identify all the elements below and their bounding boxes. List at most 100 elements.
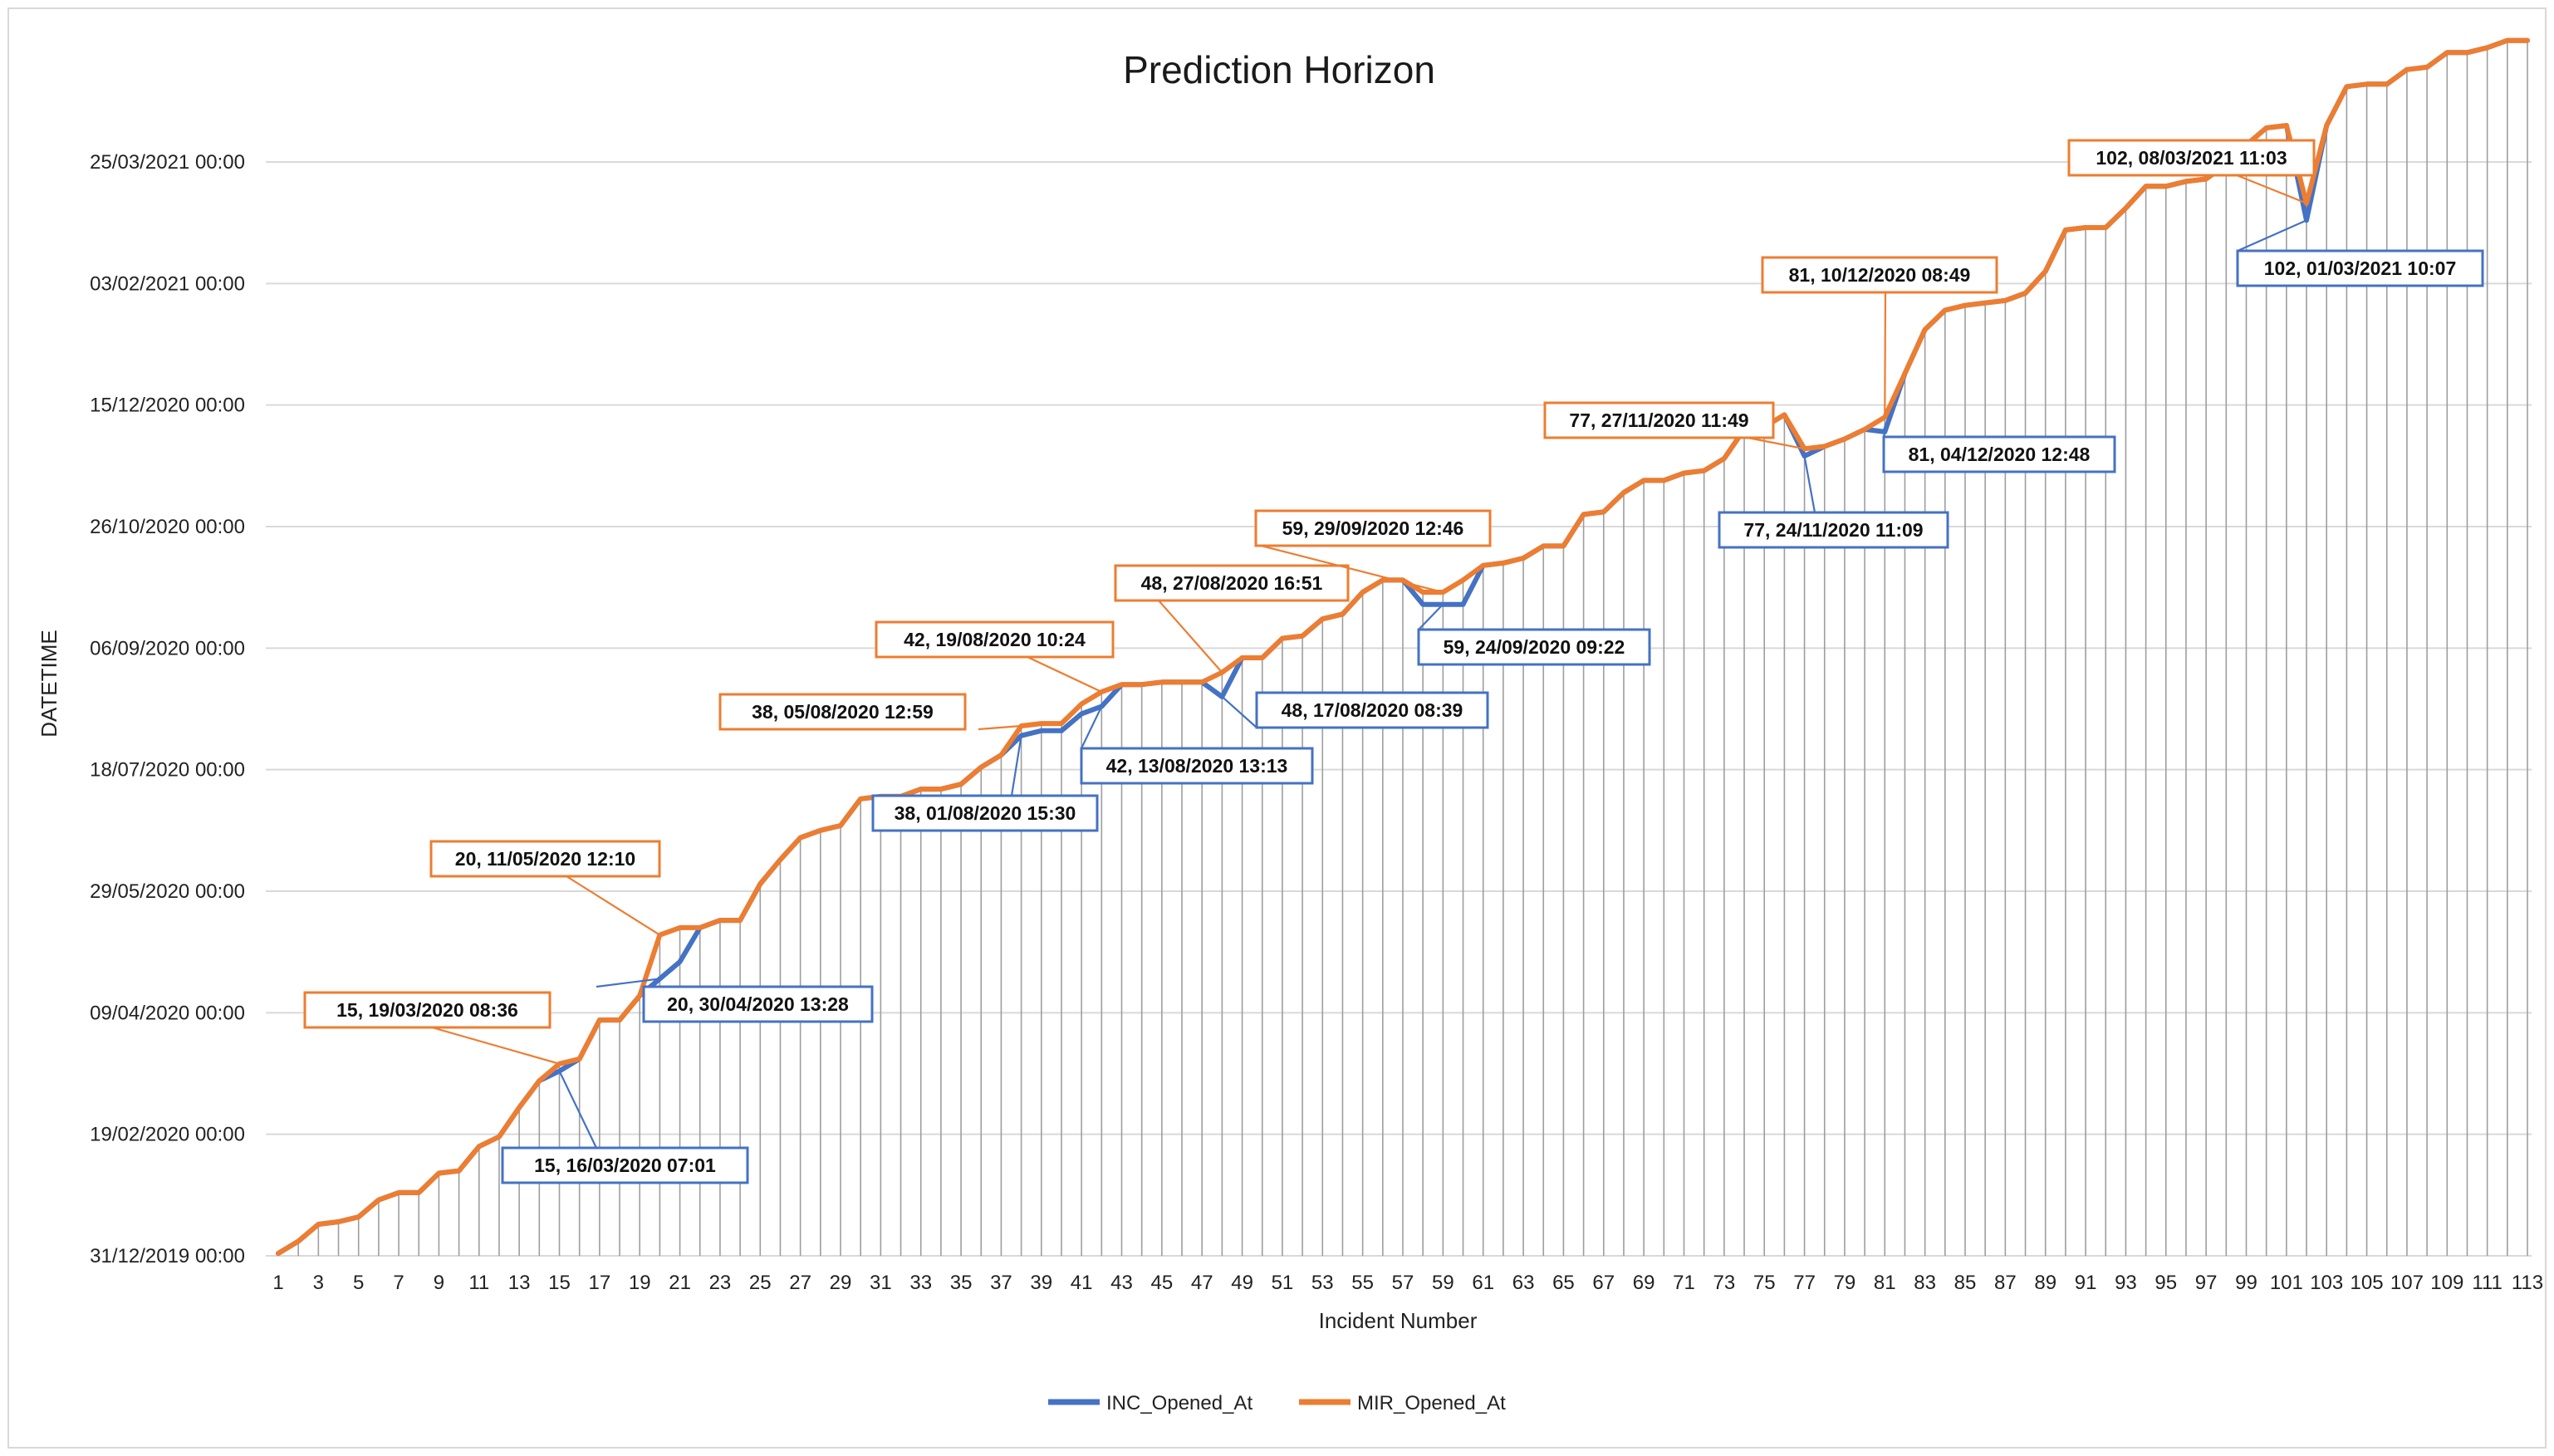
x-tick-label: 91 [2075,1272,2097,1294]
x-tick-label: 33 [909,1272,932,1294]
x-tick-label: 9 [434,1272,444,1294]
x-tick-label: 63 [1512,1272,1535,1294]
annotation-leader [2237,219,2307,252]
annotation-label: 48, 27/08/2020 16:51 [1141,572,1323,594]
annotation-label: 102, 01/03/2021 10:07 [2264,257,2456,279]
chart-title: Prediction Horizon [1123,48,1435,91]
series-line-mir [276,37,2530,1257]
y-tick-label: 09/04/2020 00:00 [90,1002,245,1024]
x-tick-label: 95 [2154,1272,2177,1294]
x-tick-label: 49 [1231,1272,1253,1294]
x-tick-label: 13 [508,1272,531,1294]
annotation-leader [558,1071,597,1149]
annotation-leader [1418,603,1444,630]
y-tick-label: 19/02/2020 00:00 [90,1124,245,1146]
annotation-label: 81, 10/12/2020 08:49 [1789,264,1971,286]
x-tick-label: 67 [1592,1272,1615,1294]
annotation-leader [1747,436,1805,450]
x-tick-label: 37 [990,1272,1012,1294]
annotation-label: 81, 04/12/2020 12:48 [1909,444,2091,465]
legend-label: MIR_Opened_At [1357,1392,1506,1414]
y-tick-label: 25/03/2021 00:00 [90,151,245,174]
annotation-box [1417,628,1651,666]
annotation-label: 59, 24/09/2020 09:22 [1444,636,1625,658]
annotation-box [875,620,1115,659]
x-tick-label: 97 [2195,1272,2218,1294]
x-tick-label: 107 [2390,1272,2424,1294]
annotation-label: 77, 27/11/2020 11:49 [1569,409,1748,431]
x-tick-label: 1 [272,1272,283,1294]
annotation-box [1254,509,1492,547]
x-tick-label: 11 [468,1272,489,1294]
x-tick-label: 57 [1392,1272,1414,1294]
x-tick-label: 85 [1954,1272,1977,1294]
x-tick-label: 27 [789,1272,811,1294]
annotation-label: 38, 01/08/2020 15:30 [895,802,1076,824]
y-tick-label: 06/09/2020 00:00 [90,637,245,659]
annotation-box [303,991,551,1029]
x-tick-label: 23 [709,1272,732,1294]
x-tick-label: 51 [1272,1272,1294,1294]
x-tick-label: 55 [1351,1272,1374,1294]
x-tick-label: 69 [1633,1272,1655,1294]
annotation-box [2236,249,2484,287]
x-tick-label: 17 [589,1272,611,1294]
x-tick-label: 15 [548,1272,571,1294]
x-tick-label: 7 [393,1272,404,1294]
annotation-box [1255,691,1489,729]
x-tick-label: 103 [2310,1272,2343,1294]
x-axis-ticks: 1 3 5 7 9 11 13 15 17 19 21 23 25 27 29 31 33 35 37 39 41 43 4… [272,1272,2543,1294]
x-tick-label: 5 [353,1272,364,1294]
annotation-box [2067,139,2316,177]
x-tick-label: 71 [1673,1272,1695,1294]
x-tick-label: 73 [1713,1272,1736,1294]
x-tick-label: 109 [2430,1272,2463,1294]
annotation-box [1080,747,1314,785]
x-tick-label: 61 [1472,1272,1494,1294]
annotation-label: 42, 19/08/2020 10:24 [904,629,1086,650]
x-tick-label: 59 [1432,1272,1454,1294]
annotation-box [1882,435,2116,473]
x-tick-label: 25 [749,1272,772,1294]
annotation-label: 77, 24/11/2020 11:09 [1743,519,1923,541]
x-tick-label: 31 [870,1272,892,1294]
annotation-leader [2236,174,2307,204]
legend-label: INC_Opened_At [1106,1392,1252,1414]
annotation-leader [1010,735,1022,797]
annotation-box [1114,564,1350,602]
x-tick-label: 101 [2270,1272,2303,1294]
annotation-label: 102, 08/03/2021 11:03 [2096,147,2287,169]
annotation-label: 15, 16/03/2020 07:01 [534,1155,716,1176]
x-tick-label: 77 [1793,1272,1816,1294]
y-tick-label: 26/10/2020 00:00 [90,516,245,538]
y-tick-label: 18/07/2020 00:00 [90,759,245,782]
gridlines [266,161,2532,1257]
annotation-leader [566,875,660,936]
y-tick-label: 03/02/2021 00:00 [90,272,245,295]
x-tick-label: 53 [1311,1272,1334,1294]
annotation-box [1543,401,1775,439]
annotation-label: 59, 29/09/2020 12:46 [1282,517,1464,539]
x-tick-label: 81 [1874,1272,1896,1294]
x-tick-label: 111 [2472,1272,2502,1294]
annotation-box [642,985,874,1023]
x-tick-label: 87 [1994,1272,2017,1294]
y-axis-label: DATETIME [37,630,61,738]
y-axis-ticks: 31/12/2019 00:00 19/02/2020 00:00 09/04/20… [90,151,245,1267]
x-tick-label: 79 [1834,1272,1856,1294]
annotation-leader [431,1026,560,1065]
annotation-box [1718,511,1949,549]
annotation-leader [1260,544,1444,594]
x-tick-label: 41 [1071,1272,1093,1294]
annotation-label: 48, 17/08/2020 08:39 [1282,699,1463,721]
legend: INC_Opened_At MIR_Opened_At [1048,1392,1506,1414]
x-tick-label: 65 [1552,1272,1575,1294]
annotation-label: 20, 30/04/2020 13:28 [667,993,849,1015]
annotation-label: 15, 19/03/2020 08:36 [336,999,518,1021]
x-tick-label: 21 [669,1272,691,1294]
x-tick-label: 47 [1191,1272,1213,1294]
x-tick-label: 93 [2115,1272,2137,1294]
x-axis-label: Incident Number [1319,1308,1478,1333]
x-tick-label: 89 [2034,1272,2056,1294]
